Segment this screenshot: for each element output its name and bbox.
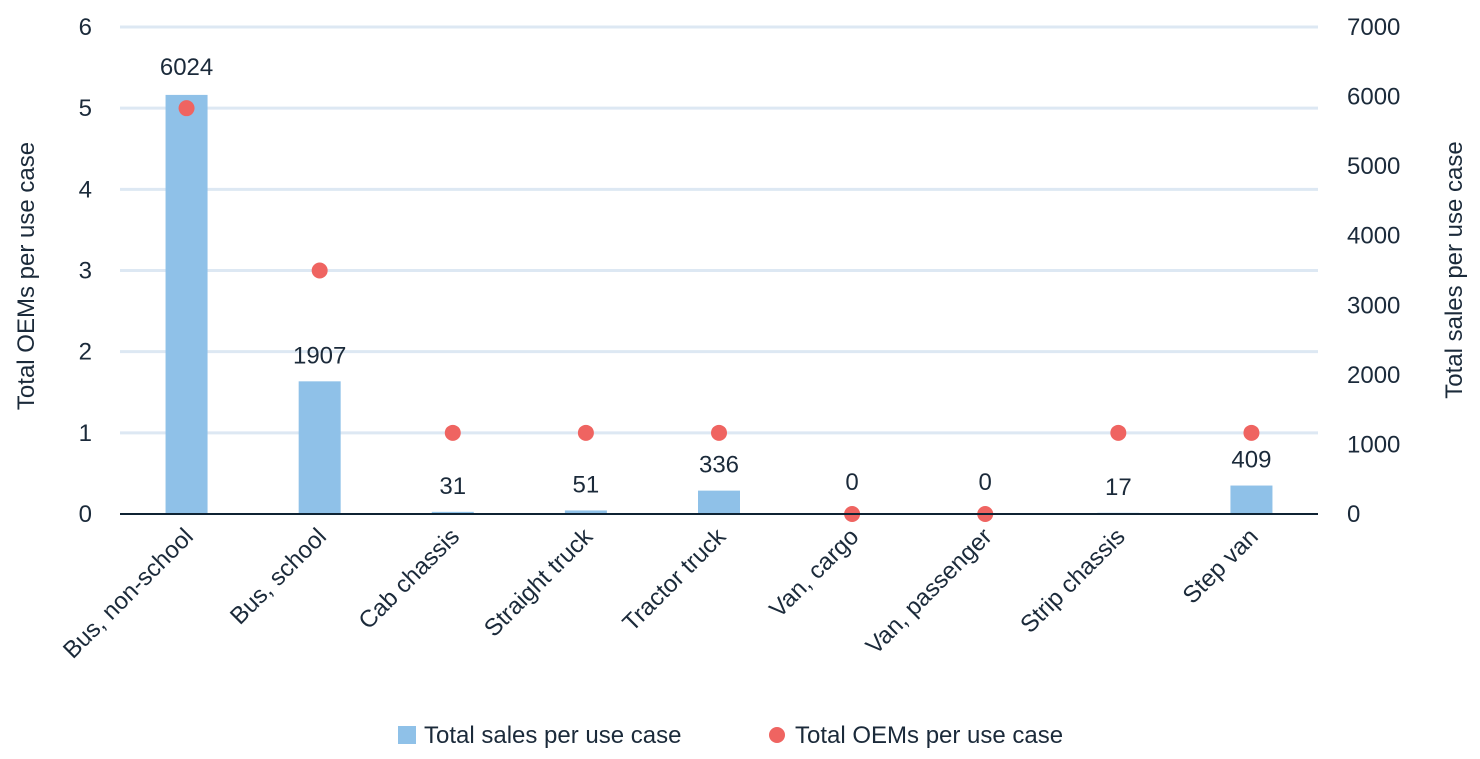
left-tick-label: 0 — [79, 501, 92, 528]
data-label: 0 — [845, 469, 858, 496]
data-label: 51 — [573, 471, 600, 498]
left-axis-title: Total OEMs per use case — [13, 142, 40, 410]
bar — [1230, 485, 1273, 514]
left-tick-label: 2 — [79, 339, 92, 366]
right-tick-label: 2000 — [1347, 362, 1400, 389]
category-label: Strip chassis — [1015, 523, 1130, 638]
legend-label-bars: Total sales per use case — [424, 722, 681, 749]
bar — [431, 511, 474, 514]
category-label: Van, passenger — [861, 523, 998, 660]
oem-point — [178, 100, 195, 117]
data-label: 1907 — [293, 342, 346, 369]
right-axis-ticks: 0 1000 2000 3000 4000 5000 6000 7000 — [1347, 14, 1400, 528]
data-label: 31 — [439, 473, 466, 500]
legend-swatch-bars — [398, 726, 416, 744]
bar — [698, 490, 740, 514]
bar — [564, 510, 607, 514]
category-label: Bus, school — [225, 523, 332, 630]
bar — [298, 381, 341, 514]
oem-point — [444, 424, 461, 441]
right-tick-label: 4000 — [1347, 223, 1400, 250]
legend: Total sales per use case Total OEMs per … — [398, 722, 1063, 749]
bar — [165, 94, 208, 515]
data-label: 336 — [699, 452, 739, 479]
right-axis-title: Total sales per use case — [1441, 141, 1468, 398]
category-label: Tractor truck — [618, 522, 732, 636]
left-tick-label: 6 — [79, 14, 92, 41]
oem-point — [577, 424, 594, 441]
legend-swatch-dots — [769, 727, 785, 743]
bar-series — [165, 94, 1273, 515]
category-label: Cab chassis — [353, 523, 465, 635]
right-tick-label: 6000 — [1347, 84, 1400, 111]
right-tick-label: 0 — [1347, 501, 1360, 528]
right-tick-label: 1000 — [1347, 431, 1400, 458]
left-tick-label: 3 — [79, 258, 92, 285]
data-label: 6024 — [160, 54, 213, 81]
data-label: 17 — [1105, 474, 1132, 501]
category-label: Step van — [1178, 523, 1264, 609]
oem-point — [1243, 424, 1260, 441]
data-label: 409 — [1231, 447, 1271, 474]
left-tick-label: 5 — [79, 95, 92, 122]
right-tick-label: 7000 — [1347, 14, 1400, 41]
left-axis-ticks: 0 1 2 3 4 5 6 — [79, 14, 92, 528]
data-label: 0 — [979, 469, 992, 496]
right-tick-label: 3000 — [1347, 292, 1400, 319]
left-tick-label: 1 — [79, 420, 92, 447]
category-label: Straight truck — [479, 522, 599, 642]
category-label: Van, cargo — [764, 523, 864, 623]
oem-point — [711, 424, 727, 441]
category-labels: Bus, non-school Bus, school Cab chassis Str… — [58, 522, 1264, 663]
category-label: Bus, non-school — [58, 523, 199, 664]
oem-point — [311, 262, 328, 279]
right-tick-label: 5000 — [1347, 153, 1400, 180]
oem-point — [1110, 424, 1127, 441]
data-labels: 6024 1907 31 51 336 0 0 17 409 — [160, 54, 1272, 501]
left-tick-label: 4 — [79, 176, 92, 203]
legend-label-dots: Total OEMs per use case — [795, 722, 1063, 749]
gridlines — [120, 25, 1318, 435]
